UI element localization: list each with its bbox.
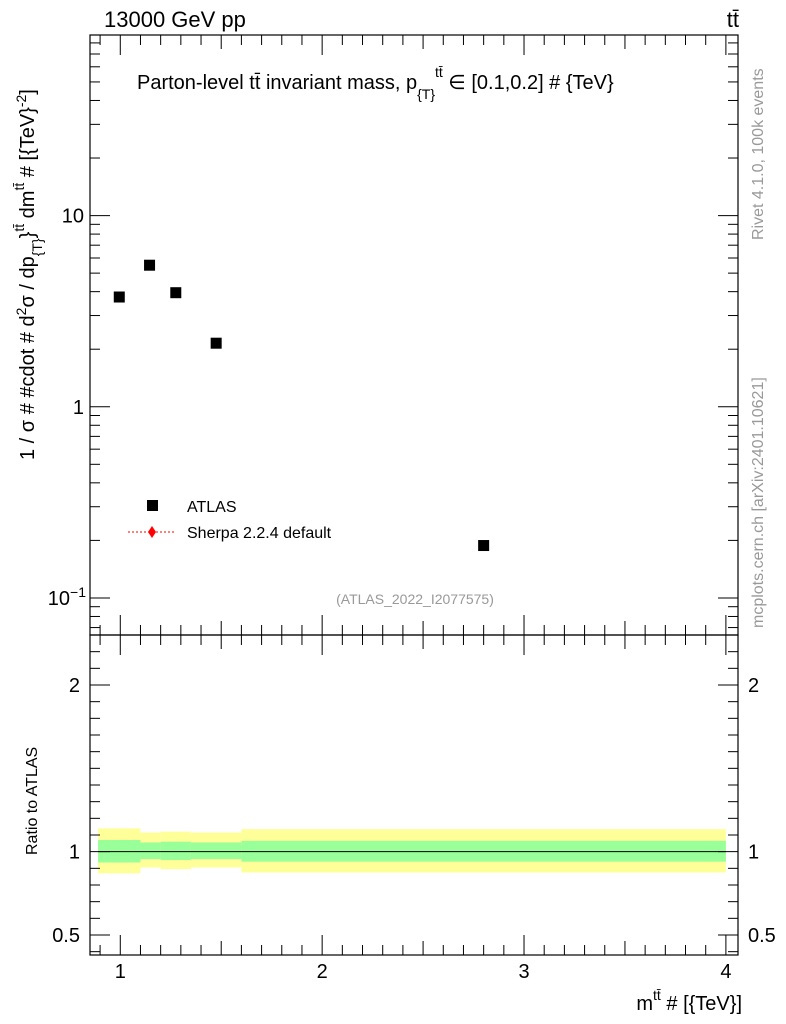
atlas-data-point xyxy=(210,337,222,349)
ratio-panel: 0.5 0.5 1 1 2 2 1 2 3 4 Ratio to ATLAS mtt̄ # [{… xyxy=(24,634,776,1015)
ratio-y-tick-labels: 0.5 0.5 1 1 2 2 xyxy=(52,675,776,947)
ratio-bands xyxy=(98,828,726,874)
chart-title-range: ∈ [0.1,0.2] # {TeV} xyxy=(443,72,614,94)
ratio-inner-band xyxy=(140,842,161,860)
ratio-ticks xyxy=(90,635,738,955)
ratio-frame xyxy=(89,634,739,956)
legend-atlas-marker xyxy=(147,500,158,511)
analysis-watermark: (ATLAS_2022_I2077575) xyxy=(336,591,494,607)
ratio-y-tick-label-right: 1 xyxy=(748,842,759,864)
chart-title: Parton-level tt̄ invariant mass, p{T}tt̄… xyxy=(137,64,614,102)
process-label: tt̄ xyxy=(727,7,739,32)
chart-title-main: Parton-level tt̄ invariant mass, p xyxy=(137,72,417,94)
atlas-data-point xyxy=(170,287,182,299)
atlas-data-point xyxy=(144,259,156,271)
ratio-inner-band xyxy=(190,842,242,860)
legend-sherpa-marker xyxy=(148,526,156,538)
energy-label: 13000 GeV pp xyxy=(104,7,246,32)
ratio-y-tick-label-left: 2 xyxy=(69,675,80,697)
ratio-y-tick-label-left: 1 xyxy=(69,842,80,864)
atlas-data-point xyxy=(478,540,490,552)
x-tick-label: 3 xyxy=(518,961,529,983)
atlas-data-point xyxy=(113,291,125,303)
ratio-y-tick-label-left: 0.5 xyxy=(52,925,80,947)
legend-atlas-label: ATLAS xyxy=(187,499,237,516)
main-ticks xyxy=(90,35,738,635)
ratio-y-axis-label: Ratio to ATLAS xyxy=(24,747,41,855)
main-y-tick-label: 10 xyxy=(62,206,84,228)
rivet-label: Rivet 4.1.0, 100k events xyxy=(750,68,767,240)
data-points xyxy=(113,259,490,552)
x-tick-label: 1 xyxy=(115,961,126,983)
x-axis-label: mtt̄ # [{TeV}] xyxy=(636,987,742,1015)
main-y-tick-labels: 10 1 10−1 xyxy=(48,206,86,610)
chart-title-sup: tt̄ xyxy=(435,64,443,80)
mcplots-label: mcplots.cern.ch [arXiv:2401.10621] xyxy=(750,377,767,628)
main-y-tick-label: 1 xyxy=(73,397,84,419)
main-frame xyxy=(89,34,739,636)
main-y-tick-label: 10−1 xyxy=(48,584,86,610)
x-tick-labels: 1 2 3 4 xyxy=(115,961,732,983)
legend: ATLAS Sherpa 2.2.4 default xyxy=(128,499,332,542)
main-y-axis-label: 1 / σ # #cdot # d2σ / dp{T}}tt̄ dmtt̄ # … xyxy=(11,89,45,460)
x-tick-label: 4 xyxy=(720,961,731,983)
main-panel: 10 1 10−1 Parton-level tt̄ invariant mass,… xyxy=(11,34,739,636)
ratio-y-tick-label-right: 2 xyxy=(748,675,759,697)
x-tick-label: 2 xyxy=(317,961,328,983)
legend-sherpa-label: Sherpa 2.2.4 default xyxy=(187,525,332,542)
chart-title-sub: {T} xyxy=(417,86,435,102)
ratio-y-tick-label-right: 0.5 xyxy=(748,925,776,947)
ratio-inner-band xyxy=(160,841,191,860)
